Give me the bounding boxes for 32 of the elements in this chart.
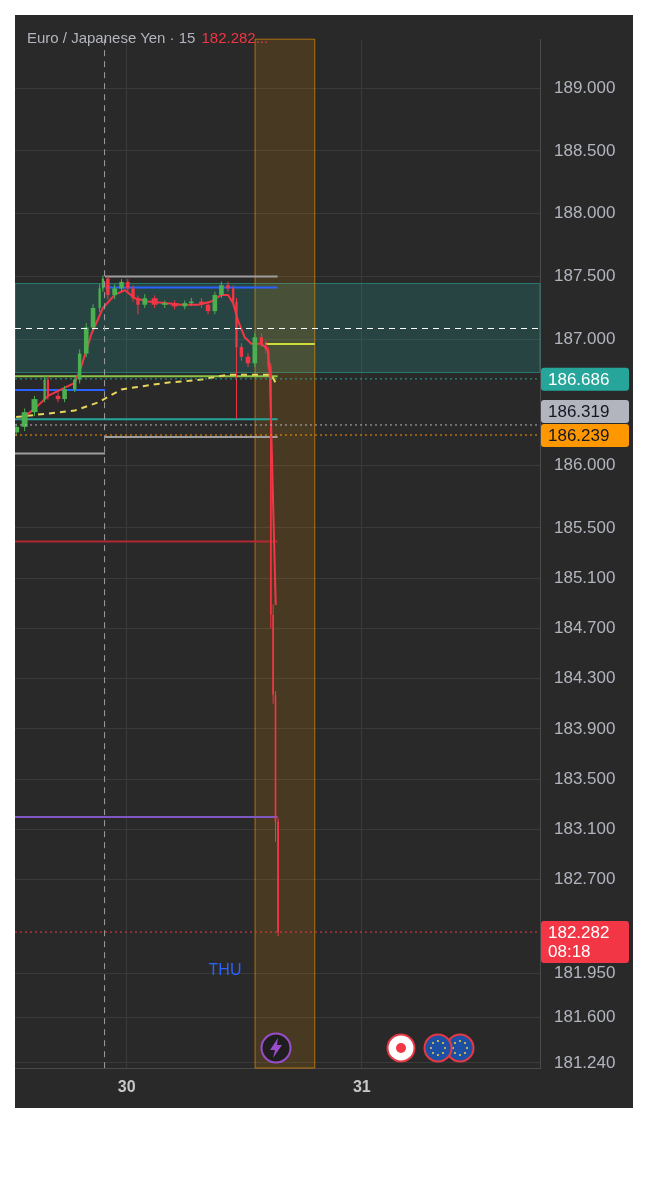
y-tick-label: 189.000 (554, 77, 616, 97)
y-tick-label: 187.500 (554, 266, 616, 286)
annotation: THU (208, 961, 242, 979)
y-tick-label: 183.100 (554, 819, 616, 839)
y-tick-label: 188.500 (554, 140, 616, 160)
ref-line-label: 186.686 (548, 369, 610, 389)
y-tick-label: 182.700 (554, 869, 616, 889)
x-tick-label: 30 (117, 1078, 136, 1096)
y-tick-label: 183.900 (554, 718, 616, 738)
y-tick-label: 188.000 (554, 203, 616, 223)
y-tick-label: 186.000 (554, 454, 616, 474)
x-tick-label: 31 (352, 1078, 371, 1096)
y-tick-label: 181.950 (554, 963, 616, 983)
ref-line-label: 186.239 (548, 425, 610, 445)
y-tick-label: 185.100 (554, 567, 616, 587)
candlestick (136, 294, 140, 315)
y-tick-label: 181.240 (554, 1052, 616, 1072)
y-tick-label: 181.600 (554, 1007, 616, 1027)
y-tick-label: 185.500 (554, 517, 616, 537)
chart-subtitle: 182.282... (201, 29, 269, 46)
candlestick (31, 395, 38, 417)
ref-line-label: 186.319 (548, 401, 610, 421)
y-tick-label: 184.300 (554, 668, 616, 688)
candlestick (21, 408, 28, 432)
y-tick-label: 184.700 (554, 618, 616, 638)
ref-line-label: 182.282 08:18 (548, 922, 610, 961)
y-tick-label: 187.000 (554, 329, 616, 349)
candlestick (43, 375, 46, 403)
chart-title: Euro / Japanese Yen · 15 (27, 29, 196, 46)
y-tick-label: 183.500 (554, 768, 616, 788)
line-series (15, 373, 278, 419)
candlestick (226, 281, 230, 293)
